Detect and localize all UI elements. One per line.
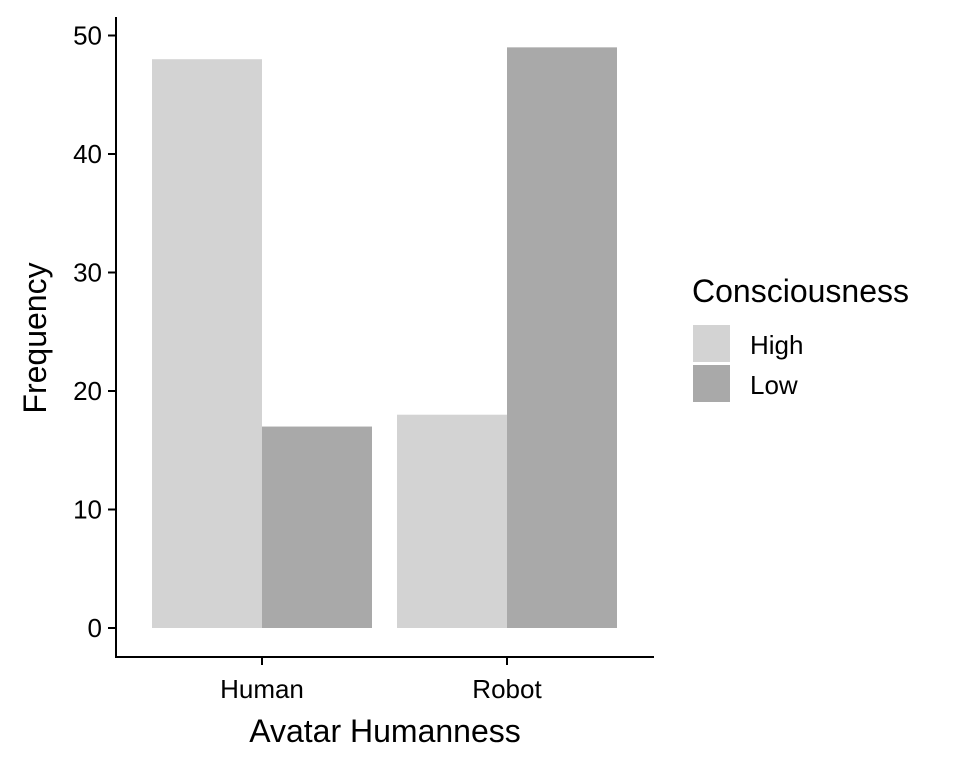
bar-robot-low: [507, 47, 617, 629]
y-axis: 0 10 20 30 40 50: [73, 17, 117, 658]
bar-human-high: [152, 59, 262, 628]
x-tick-label-robot: Robot: [472, 674, 542, 704]
legend-label-low: Low: [750, 370, 798, 400]
y-tick-label-50: 50: [73, 21, 102, 51]
y-axis-title: Frequency: [17, 262, 53, 413]
legend-label-high: High: [750, 330, 803, 360]
legend: Consciousness High Low: [692, 273, 909, 402]
bar-human-low: [262, 426, 372, 628]
x-tick-label-human: Human: [220, 674, 304, 704]
legend-swatch-high: [693, 325, 730, 362]
legend-title: Consciousness: [692, 273, 909, 309]
legend-swatch-low: [693, 365, 730, 402]
x-axis: Human Robot: [115, 656, 654, 704]
y-tick-label-0: 0: [88, 613, 102, 643]
y-tick-label-20: 20: [73, 376, 102, 406]
y-tick-label-30: 30: [73, 258, 102, 288]
y-tick-label-40: 40: [73, 139, 102, 169]
x-axis-title: Avatar Humanness: [249, 713, 521, 749]
bars-group: [152, 47, 617, 629]
y-tick-label-10: 10: [73, 495, 102, 525]
bar-robot-high: [397, 414, 507, 628]
